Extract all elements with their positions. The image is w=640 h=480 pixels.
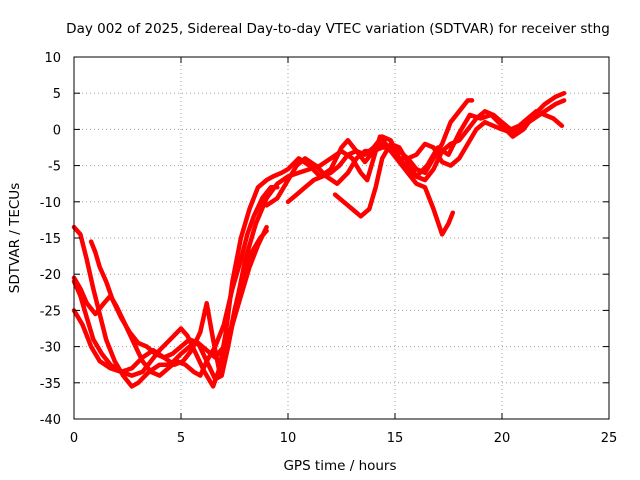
series-line-arc-7 (285, 98, 567, 205)
x-axis-label: GPS time / hours (283, 458, 396, 474)
y-axis-label: SDTVAR / TECUs (7, 183, 23, 293)
y-tick-label: 5 (53, 87, 61, 102)
y-tick-label: -5 (48, 160, 61, 175)
x-tick-label: 10 (280, 431, 297, 446)
y-tick-label: -20 (40, 268, 61, 283)
tick-layer: 0 5 10 15 20 25 10 5 0 -5 -10 -15 -20 -25 -30 -35 -40 (40, 51, 618, 446)
series-line-arc-2 (71, 138, 456, 389)
y-tick-label: -40 (40, 413, 61, 428)
series-line-arc-4 (71, 185, 280, 378)
series-line-arc-3 (71, 228, 269, 375)
series-line-arc-8 (332, 109, 565, 219)
y-tick-label: -30 (40, 341, 61, 356)
y-tick-label: -35 (40, 377, 61, 392)
grid-layer (74, 57, 609, 419)
series-line-arc-5 (88, 224, 269, 360)
series-line-arc-1 (71, 90, 567, 389)
series-layer (71, 90, 567, 389)
y-tick-label: -10 (40, 196, 61, 211)
x-tick-label: 0 (70, 431, 78, 446)
chart-title: Day 002 of 2025, Sidereal Day-to-day VTE… (66, 21, 610, 37)
series-line-arc-6 (264, 98, 475, 208)
x-tick-label: 15 (387, 431, 404, 446)
x-tick-label: 5 (177, 431, 185, 446)
y-tick-label: 0 (53, 123, 61, 138)
y-tick-label: -15 (40, 232, 61, 247)
y-tick-label: 10 (44, 51, 61, 66)
x-tick-label: 25 (601, 431, 618, 446)
x-tick-label: 20 (494, 431, 511, 446)
y-tick-label: -25 (40, 304, 61, 319)
